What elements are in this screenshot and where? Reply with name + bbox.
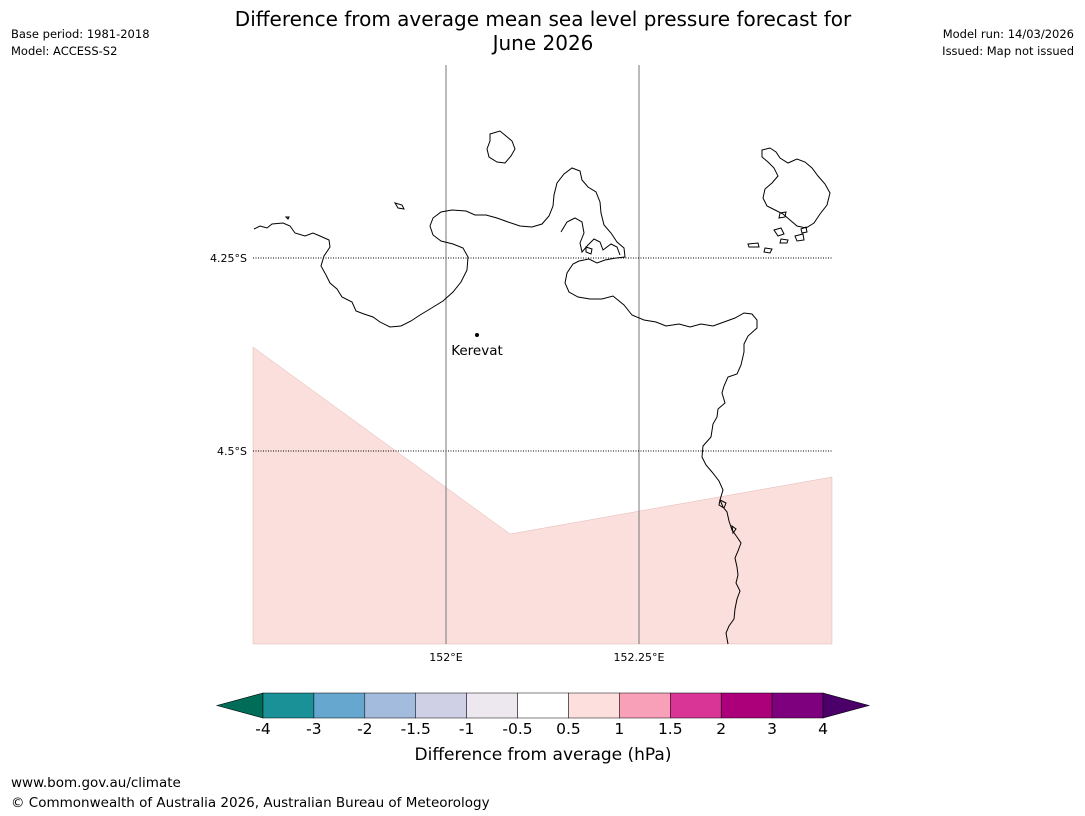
coastline: [253, 130, 831, 645]
colorbar-swatch: [720, 692, 773, 719]
colorbar-tick-label: 4: [818, 720, 828, 738]
footer-copyright: © Commonwealth of Australia 2026, Austra…: [11, 795, 490, 811]
lon-label: 152°E: [429, 651, 462, 664]
colorbar-tick-label: 1.5: [657, 720, 683, 738]
colorbar-tick-label: -2: [357, 720, 373, 738]
title-line-2: June 2026: [492, 31, 594, 55]
colorbar-label: Difference from average (hPa): [414, 745, 672, 765]
base-period: Base period: 1981-2018: [11, 27, 150, 41]
title-line-1: Difference from average mean sea level p…: [234, 7, 852, 31]
colorbar-tick-label: 1: [614, 720, 625, 738]
colorbar-tick-label: -4: [255, 720, 271, 738]
colorbar-swatch: [670, 692, 722, 719]
colorbar-extend-low: [215, 692, 264, 719]
colorbar-swatch: [313, 692, 366, 719]
colorbar-swatch: [466, 692, 518, 719]
colorbar-tick-label: -1: [458, 720, 475, 738]
colorbar-tick-label: 2: [716, 720, 727, 738]
colorbar-tick-label: 0.5: [556, 720, 581, 738]
colorbar-tick-label: -1.5: [400, 720, 431, 738]
meta-right: Model run: 14/03/2026 Issued: Map not is…: [942, 26, 1074, 60]
meta-left: Base period: 1981-2018 Model: ACCESS-S2: [11, 26, 150, 60]
colorbar-swatch: [364, 692, 416, 719]
colorbar-tick-label: -3: [306, 720, 322, 738]
lon-label: 152.25°E: [614, 651, 665, 664]
colorbar-tick-label: -0.5: [502, 720, 533, 738]
colorbar-swatch: [415, 692, 467, 719]
colorbar-swatch: [771, 692, 824, 719]
colorbar-swatch: [619, 692, 671, 719]
lat-label: 4.25°S: [210, 252, 247, 265]
model-run: Model run: 14/03/2026: [942, 27, 1074, 41]
issued-status: Issued: Map not issued: [942, 44, 1074, 58]
colorbar-tick-label: 3: [767, 720, 778, 738]
colorbar-swatch: [262, 692, 315, 719]
kerevat-marker: [475, 333, 479, 337]
lat-label: 4.5°S: [217, 445, 247, 458]
pressure-anomaly-region: [252, 346, 833, 645]
footer-url[interactable]: www.bom.gov.au/climate: [11, 775, 181, 791]
kerevat-label: Kerevat: [451, 343, 503, 359]
colorbar-swatch: [568, 692, 620, 719]
colorbar-extend-high: [822, 692, 871, 719]
colorbar: [215, 692, 871, 719]
model-name: Model: ACCESS-S2: [11, 44, 118, 58]
map-title: Difference from average mean sea level p…: [180, 7, 906, 55]
colorbar-swatch: [517, 692, 569, 719]
